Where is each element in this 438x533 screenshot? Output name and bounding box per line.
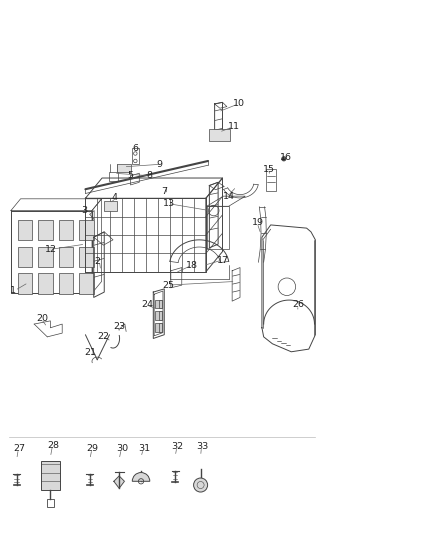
Text: 15: 15 bbox=[263, 165, 275, 174]
Bar bbox=[38, 220, 53, 240]
Wedge shape bbox=[132, 473, 150, 481]
Bar bbox=[266, 169, 276, 191]
Text: 6: 6 bbox=[132, 144, 138, 152]
Bar bbox=[155, 311, 162, 320]
Bar bbox=[159, 323, 162, 332]
Text: 3: 3 bbox=[81, 206, 87, 215]
Bar bbox=[79, 220, 94, 240]
Text: 16: 16 bbox=[279, 153, 291, 161]
Circle shape bbox=[194, 478, 208, 492]
Text: 19: 19 bbox=[252, 219, 264, 227]
Text: 13: 13 bbox=[163, 199, 175, 208]
Bar bbox=[59, 273, 73, 294]
Bar bbox=[79, 273, 94, 294]
Text: 12: 12 bbox=[45, 245, 57, 254]
Text: 20: 20 bbox=[36, 314, 48, 323]
Text: 5: 5 bbox=[127, 172, 133, 180]
Bar bbox=[155, 323, 162, 332]
Bar bbox=[117, 164, 131, 172]
Text: 10: 10 bbox=[233, 100, 245, 108]
Text: 26: 26 bbox=[293, 301, 304, 309]
Bar bbox=[132, 148, 139, 164]
Bar bbox=[209, 129, 230, 141]
Bar bbox=[109, 172, 118, 181]
Text: 1: 1 bbox=[10, 286, 16, 295]
Text: 2: 2 bbox=[94, 257, 100, 265]
Text: 24: 24 bbox=[141, 301, 153, 309]
Text: 11: 11 bbox=[228, 123, 240, 131]
Text: 32: 32 bbox=[172, 442, 184, 451]
Bar bbox=[59, 247, 73, 267]
Bar bbox=[155, 300, 162, 308]
Text: 27: 27 bbox=[13, 445, 25, 453]
Text: 23: 23 bbox=[113, 322, 125, 330]
Circle shape bbox=[282, 157, 286, 161]
Text: 7: 7 bbox=[161, 188, 167, 196]
Bar bbox=[18, 220, 32, 240]
Text: 22: 22 bbox=[97, 333, 109, 341]
Bar bbox=[207, 206, 229, 249]
Bar bbox=[59, 220, 73, 240]
Text: 17: 17 bbox=[217, 256, 229, 264]
Bar bbox=[47, 499, 54, 507]
Bar bbox=[38, 273, 53, 294]
Text: 21: 21 bbox=[84, 349, 96, 357]
Text: 31: 31 bbox=[138, 445, 150, 453]
Bar bbox=[104, 201, 117, 211]
Bar bbox=[18, 273, 32, 294]
Text: 29: 29 bbox=[87, 445, 99, 453]
Bar bbox=[18, 247, 32, 267]
Bar bbox=[41, 461, 60, 490]
Text: 8: 8 bbox=[147, 172, 153, 180]
Bar bbox=[159, 311, 162, 320]
Text: 28: 28 bbox=[47, 441, 59, 449]
Text: 25: 25 bbox=[162, 281, 174, 289]
Text: 9: 9 bbox=[157, 160, 163, 168]
Bar bbox=[38, 247, 53, 267]
Bar bbox=[79, 247, 94, 267]
Text: 30: 30 bbox=[116, 445, 128, 453]
Polygon shape bbox=[114, 476, 124, 488]
Text: 33: 33 bbox=[196, 442, 208, 451]
Text: 18: 18 bbox=[186, 261, 198, 270]
Bar bbox=[159, 300, 162, 308]
Text: 4: 4 bbox=[112, 193, 118, 201]
Text: 14: 14 bbox=[223, 192, 234, 200]
